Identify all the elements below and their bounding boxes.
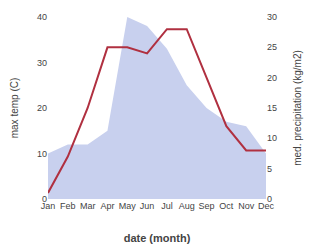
svg-text:0: 0 (42, 194, 47, 204)
svg-text:40: 40 (37, 12, 47, 22)
svg-text:5: 5 (267, 164, 272, 174)
svg-text:May: May (119, 201, 137, 211)
svg-text:Feb: Feb (60, 201, 76, 211)
svg-text:med. precipitation (kg/m2): med. precipitation (kg/m2) (292, 50, 303, 166)
svg-text:25: 25 (267, 42, 277, 52)
svg-text:Mar: Mar (80, 201, 96, 211)
svg-text:30: 30 (37, 58, 47, 68)
svg-text:20: 20 (37, 103, 47, 113)
svg-text:Oct: Oct (219, 201, 234, 211)
svg-text:15: 15 (267, 103, 277, 113)
svg-text:Dec: Dec (258, 201, 275, 211)
svg-text:10: 10 (267, 133, 277, 143)
svg-text:20: 20 (267, 73, 277, 83)
svg-text:Jan: Jan (41, 201, 56, 211)
svg-text:max temp (C): max temp (C) (9, 78, 20, 139)
svg-text:date (month): date (month) (124, 232, 191, 244)
svg-text:Sep: Sep (199, 201, 215, 211)
svg-text:Nov: Nov (238, 201, 255, 211)
svg-text:Aug: Aug (179, 201, 195, 211)
svg-text:0: 0 (267, 194, 272, 204)
svg-text:Apr: Apr (100, 201, 114, 211)
svg-text:30: 30 (267, 12, 277, 22)
svg-text:Jun: Jun (140, 201, 155, 211)
svg-text:10: 10 (37, 149, 47, 159)
svg-text:Jul: Jul (161, 201, 173, 211)
